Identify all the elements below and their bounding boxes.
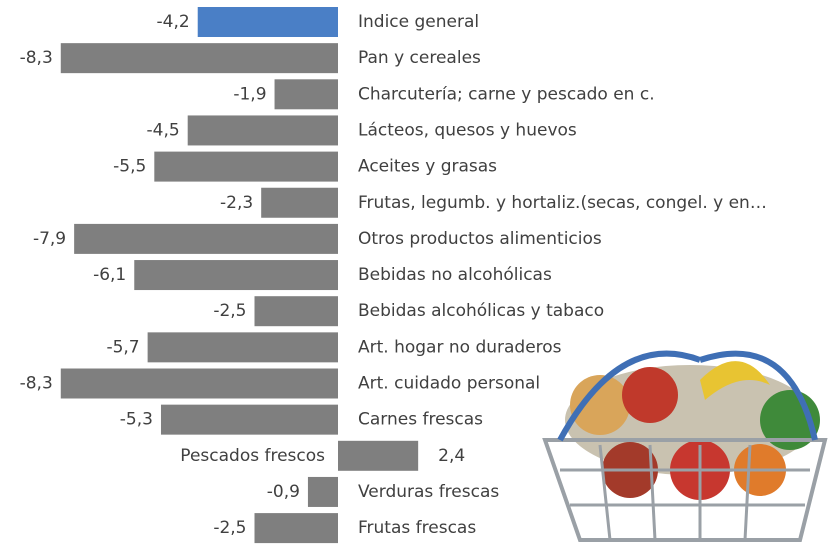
bar xyxy=(261,187,338,218)
category-label: Charcutería; carne y pescado en c. xyxy=(358,84,655,104)
value-label: -2,5 xyxy=(213,301,246,321)
value-label: -1,9 xyxy=(233,84,266,104)
category-label: Aceites y grasas xyxy=(358,157,497,177)
category-label: Carnes frescas xyxy=(358,410,483,430)
bar xyxy=(307,476,338,507)
category-label: Frutas frescas xyxy=(358,518,476,538)
bar xyxy=(274,79,338,110)
bar xyxy=(74,223,338,254)
value-label: -5,7 xyxy=(106,337,139,357)
bar xyxy=(160,404,338,435)
value-label: -2,3 xyxy=(220,193,253,213)
category-label: Verduras frescas xyxy=(358,482,499,502)
value-label: -5,3 xyxy=(120,410,153,430)
bar xyxy=(187,115,338,146)
value-label: -4,5 xyxy=(147,120,180,140)
bar xyxy=(134,260,338,291)
category-label: Art. cuidado personal xyxy=(358,374,540,394)
category-label: Pescados frescos xyxy=(180,446,325,466)
bar xyxy=(60,43,338,74)
bar xyxy=(254,513,338,544)
category-label: Bebidas alcohólicas y tabaco xyxy=(358,301,604,321)
value-label: -6,1 xyxy=(93,265,126,285)
bar xyxy=(147,332,338,363)
category-label: Pan y cereales xyxy=(358,48,481,68)
category-label: Lácteos, quesos y huevos xyxy=(358,120,577,140)
basket-illustration xyxy=(542,350,828,542)
category-label: Frutas, legumb. y hortaliz.(secas, conge… xyxy=(358,193,767,213)
value-label: -2,5 xyxy=(213,518,246,538)
value-label: -0,9 xyxy=(267,482,300,502)
value-label: -5,5 xyxy=(113,157,146,177)
category-label: Art. hogar no duraderos xyxy=(358,337,562,357)
value-label: -4,2 xyxy=(157,12,190,32)
bar xyxy=(254,296,338,327)
value-label: -8,3 xyxy=(20,48,53,68)
bar xyxy=(60,368,338,399)
category-label: Bebidas no alcohólicas xyxy=(358,265,552,285)
bar xyxy=(197,7,338,37)
category-label: Indice general xyxy=(358,12,479,32)
bar xyxy=(338,440,419,471)
value-label: 2,4 xyxy=(438,446,465,466)
value-label: -8,3 xyxy=(20,374,53,394)
category-label: Otros productos alimenticios xyxy=(358,229,602,249)
bar xyxy=(154,151,338,182)
value-label: -7,9 xyxy=(33,229,66,249)
